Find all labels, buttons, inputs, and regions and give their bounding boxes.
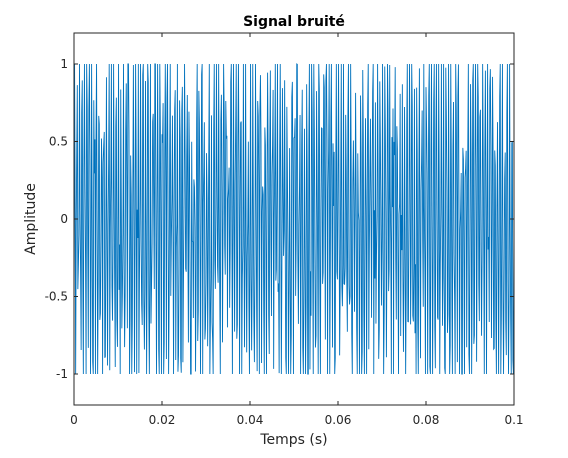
x-axis-label: Temps (s) — [259, 432, 327, 448]
chart-title: Signal bruité — [243, 14, 345, 30]
x-tick-label: 0.08 — [413, 413, 440, 427]
x-tick-label: 0.04 — [237, 413, 264, 427]
x-tick-label: 0.02 — [149, 413, 176, 427]
x-ticks: 0 0.02 0.04 0.06 0.08 0.1 — [70, 33, 524, 427]
series-line — [73, 63, 515, 375]
y-tick-label: 0 — [60, 212, 68, 226]
y-tick-label: 1 — [60, 57, 68, 71]
y-tick-label: -1 — [56, 367, 68, 381]
y-tick-label: -0.5 — [45, 290, 68, 304]
x-tick-label: 0.1 — [504, 413, 523, 427]
y-ticks: -1 -0.5 0 0.5 1 — [45, 57, 514, 381]
x-tick-label: 0 — [70, 413, 78, 427]
y-axis-label: Amplitude — [23, 183, 39, 255]
series-layer — [73, 63, 515, 375]
y-tick-label: 0.5 — [49, 135, 68, 149]
x-tick-label: 0.06 — [325, 413, 352, 427]
